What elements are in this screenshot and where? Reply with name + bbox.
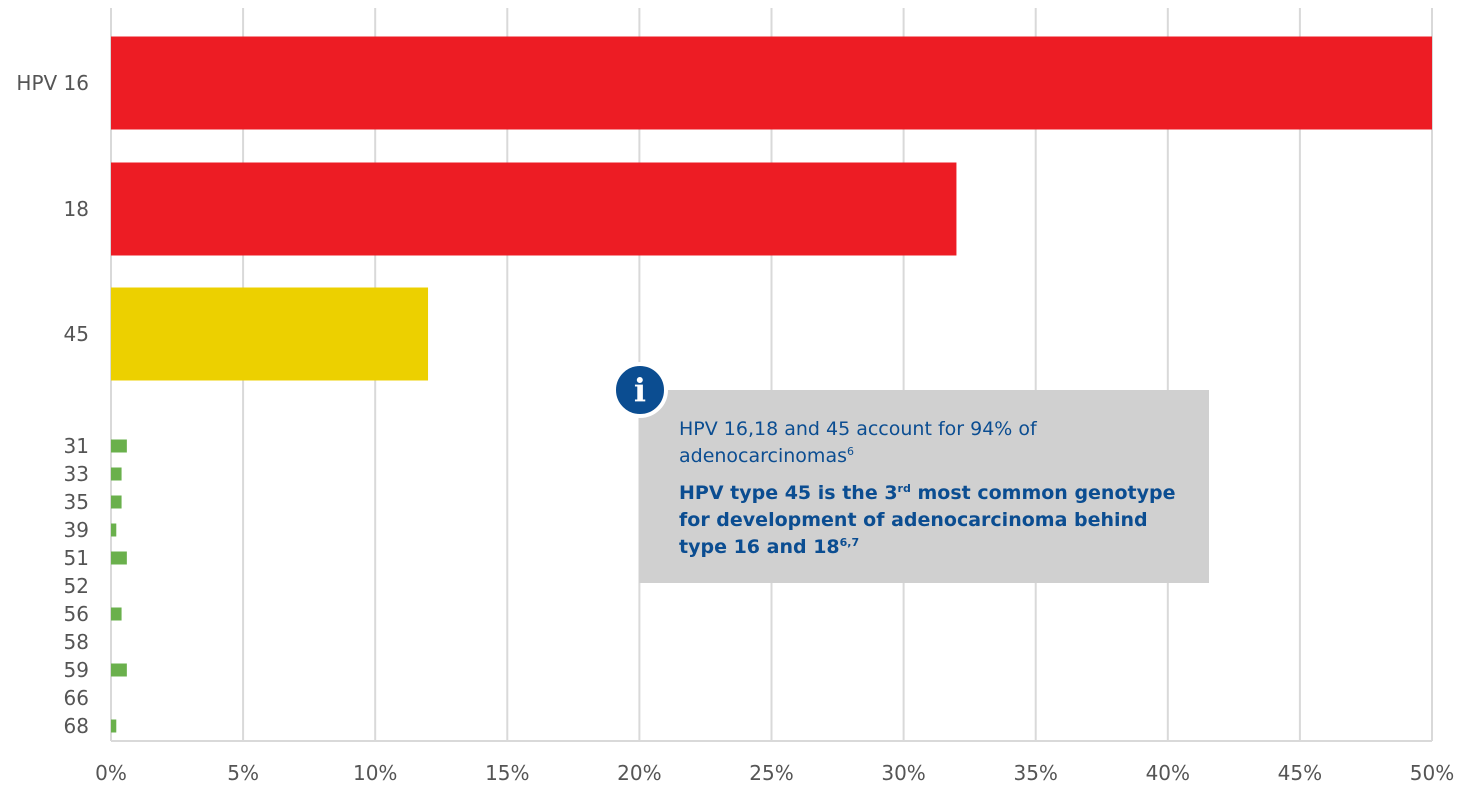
category-label: 18 [64, 197, 89, 221]
bar-68 [111, 719, 117, 733]
category-label: HPV 16 [16, 71, 89, 95]
callout-box: HPV 16,18 and 45 account for 94% of aden… [639, 390, 1209, 583]
x-tick-label: 35% [1013, 761, 1057, 785]
x-tick-label: 15% [485, 761, 529, 785]
x-tick-label: 30% [881, 761, 925, 785]
category-label: 56 [64, 602, 89, 626]
callout-line-1: HPV 16,18 and 45 account for 94% of aden… [679, 418, 1037, 467]
x-tick-label: 20% [617, 761, 661, 785]
bar-51 [111, 551, 127, 565]
category-label: 35 [64, 490, 89, 514]
category-label: 39 [64, 518, 89, 542]
x-tick-label: 25% [749, 761, 793, 785]
x-tick-label: 10% [353, 761, 397, 785]
bar-45 [111, 287, 429, 381]
bar-hpv-16 [111, 36, 1432, 130]
bar-18 [111, 162, 957, 256]
bar-31 [111, 439, 127, 453]
x-tick-label: 0% [95, 761, 127, 785]
x-tick-label: 45% [1278, 761, 1322, 785]
x-tick-label: 50% [1410, 761, 1454, 785]
category-label: 51 [64, 546, 89, 570]
category-label: 33 [64, 462, 89, 486]
callout-line-2: HPV type 45 is the 3rd most common genot… [679, 482, 1176, 558]
bar-59 [111, 663, 127, 677]
category-labels: HPV 16 18 45 31 33 35 39 51 52 56 58 59 66 68 [16, 71, 89, 738]
category-label: 68 [64, 714, 89, 738]
bar-33 [111, 467, 122, 481]
x-tick-label: 5% [227, 761, 259, 785]
bars [111, 36, 1432, 733]
category-label: 59 [64, 658, 89, 682]
info-icon: i [612, 362, 668, 418]
category-label: 58 [64, 630, 89, 654]
bar-56 [111, 607, 122, 621]
bar-35 [111, 495, 122, 509]
category-label: 45 [64, 322, 89, 346]
category-label: 66 [64, 686, 89, 710]
category-label: 52 [64, 574, 89, 598]
category-label: 31 [64, 434, 89, 458]
x-tick-label: 40% [1146, 761, 1190, 785]
bar-39 [111, 523, 117, 537]
x-tick-labels: 0% 5% 10% 15% 20% 25% 30% 35% 40% 45% 50% [95, 761, 1454, 785]
